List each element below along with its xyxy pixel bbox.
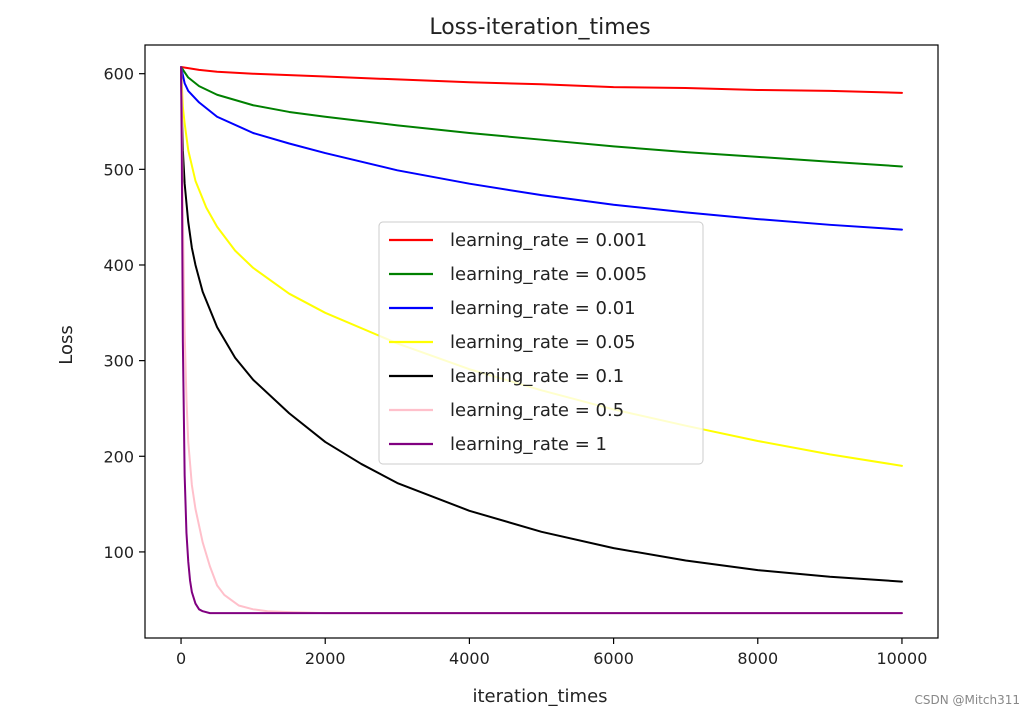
legend-label-0: learning_rate = 0.001: [450, 230, 647, 251]
y-axis-label: Loss: [56, 325, 77, 364]
legend-label-1: learning_rate = 0.005: [450, 264, 647, 285]
legend-box: [378, 221, 704, 465]
series-line-2: [180, 66, 903, 231]
plot-frame: [144, 44, 939, 639]
legend-label-6: learning_rate = 1: [450, 434, 607, 455]
y-tick-label: 600: [103, 65, 134, 84]
series-line-4: [180, 66, 903, 583]
series-line-6: [180, 66, 903, 615]
x-tick-label: 2000: [305, 649, 346, 668]
x-tick-label: 6000: [593, 649, 634, 668]
legend: learning_rate = 0.001 learning_rate = 0.0…: [378, 221, 704, 465]
x-tick-label: 8000: [737, 649, 778, 668]
chart-title: Loss-iteration_times: [429, 15, 650, 40]
y-tick-label: 400: [103, 256, 134, 275]
x-tick-label: 0: [176, 649, 186, 668]
series-line-0: [180, 66, 903, 94]
x-axis-label: iteration_times: [472, 686, 607, 707]
legend-label-2: learning_rate = 0.01: [450, 298, 636, 319]
y-tick-label: 500: [103, 160, 134, 179]
y-tick-label: 300: [103, 352, 134, 371]
y-tick-label: 200: [103, 447, 134, 466]
y-tick-label: 100: [103, 543, 134, 562]
legend-items: learning_rate = 0.001 learning_rate = 0.0…: [389, 230, 647, 455]
series-layer: [180, 66, 903, 615]
series-line-1: [180, 66, 903, 168]
watermark: CSDN @Mitch311: [914, 693, 1020, 707]
legend-label-5: learning_rate = 0.5: [450, 400, 624, 421]
legend-label-4: learning_rate = 0.1: [450, 366, 624, 387]
legend-label-3: learning_rate = 0.05: [450, 332, 636, 353]
x-tick-label: 4000: [449, 649, 490, 668]
x-axis: 0 2000 4000 6000 8000 10000: [176, 638, 927, 668]
x-tick-label: 10000: [877, 649, 928, 668]
y-axis: 100 200 300 400 500 600: [103, 65, 145, 562]
